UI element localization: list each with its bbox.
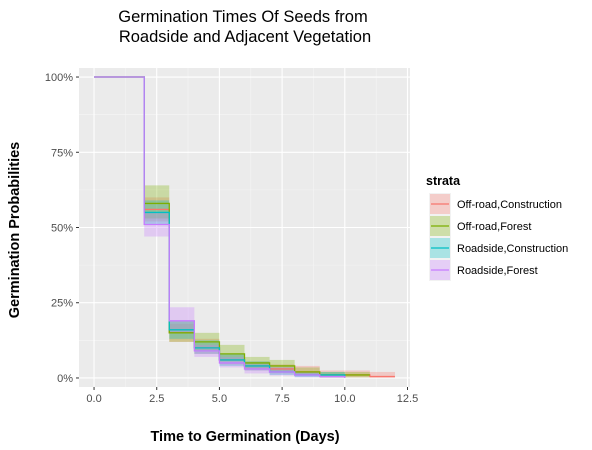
legend-label: Roadside,Forest — [457, 265, 538, 277]
legend-label: Off-road,Construction — [457, 199, 562, 211]
x-tick-label: 10.0 — [334, 393, 355, 405]
y-axis: 0% 25% 50% 75% 100% — [45, 72, 79, 385]
chart-title-line-2: Roadside and Adjacent Vegetation — [119, 28, 371, 46]
confidence-band-segment — [219, 344, 245, 362]
legend-label: Roadside,Construction — [457, 243, 568, 255]
legend-title: strata — [426, 174, 461, 188]
x-tick-label: 2.5 — [149, 393, 164, 405]
confidence-band-segment — [269, 367, 295, 375]
major-gridlines — [79, 68, 410, 387]
y-tick-label: 0% — [57, 373, 73, 385]
confidence-band-segment — [169, 320, 195, 342]
x-axis-title: Time to Germination (Days) — [150, 429, 339, 445]
confidence-band-segment — [369, 371, 395, 378]
confidence-band-segment — [294, 367, 320, 375]
confidence-band-segment — [219, 353, 245, 365]
confidence-band-segment — [319, 370, 370, 378]
x-tick-label: 0.0 — [86, 393, 101, 405]
confidence-band-segment — [169, 307, 195, 333]
x-tick-label: 7.5 — [274, 393, 289, 405]
legend-key — [429, 237, 451, 259]
legend-key — [429, 193, 451, 215]
x-tick-label: 5.0 — [212, 393, 227, 405]
chart-title-line-1: Germination Times Of Seeds from — [118, 8, 367, 26]
x-axis: 0.0 2.5 5.0 7.5 10.0 12.5 — [86, 387, 418, 405]
legend-key — [429, 215, 451, 237]
plot-area — [79, 68, 410, 387]
survival-curve-off-road-forest — [94, 76, 370, 376]
y-tick-label: 75% — [51, 147, 73, 159]
survival-curves — [94, 76, 395, 378]
y-tick-label: 25% — [51, 298, 73, 310]
confidence-band-segment — [294, 365, 320, 375]
y-axis-title: Germination Probabilities — [7, 142, 23, 318]
y-tick-label: 50% — [51, 223, 73, 235]
legend-key — [429, 259, 451, 281]
x-tick-label: 12.5 — [397, 393, 418, 405]
legend-label: Off-road,Forest — [457, 221, 531, 233]
survival-curve-roadside-forest — [94, 76, 346, 378]
y-tick-label: 100% — [45, 72, 73, 84]
legend: strata Off-road,Construction Off-road,For… — [426, 174, 568, 281]
confidence-band-segment — [194, 338, 220, 354]
confidence-band-segment — [219, 356, 245, 368]
